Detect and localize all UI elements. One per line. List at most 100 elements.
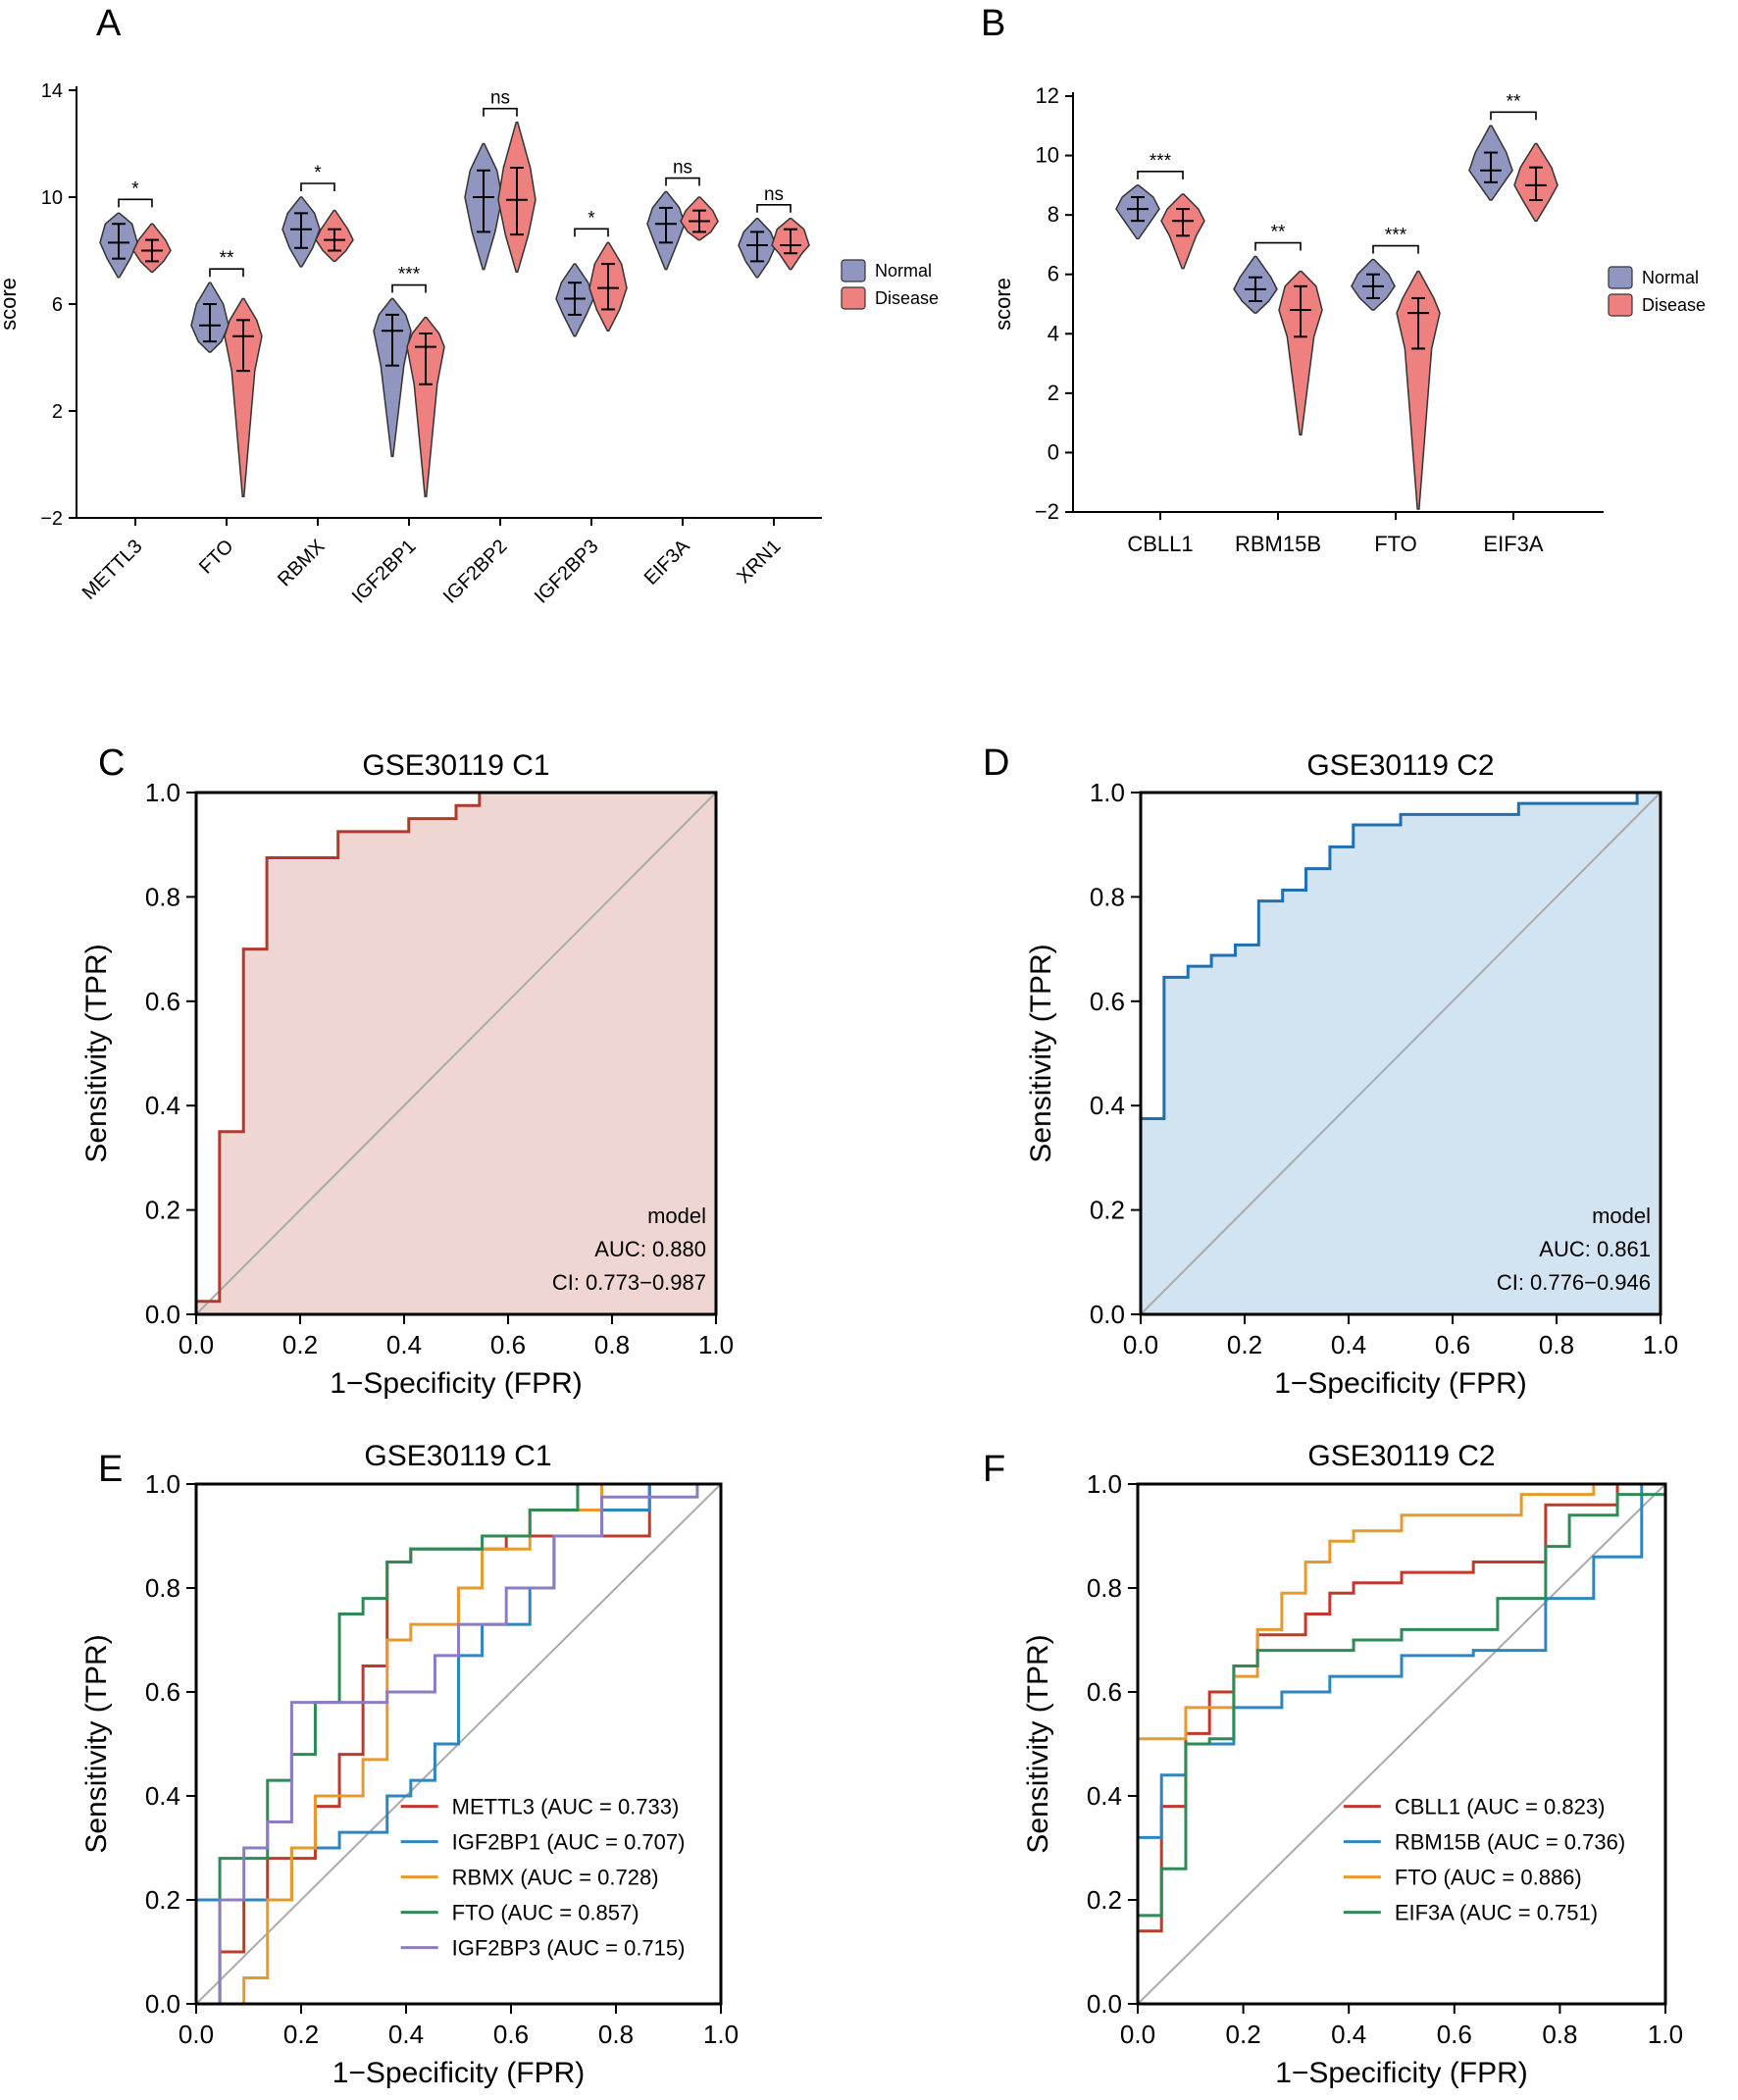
legend-label-normal: Normal [875, 261, 932, 281]
significance-label: *** [398, 265, 421, 285]
significance-label: ** [1271, 223, 1286, 243]
legend-label-rbmx: RBMX (AUC = 0.728) [452, 1866, 659, 1890]
significance-bracket [209, 268, 244, 278]
significance-bracket [300, 182, 335, 191]
y-tick-label: 1.0 [145, 1469, 180, 1499]
x-tick-label: 0.4 [1331, 1330, 1366, 1359]
y-tick-label: 8 [1048, 202, 1059, 227]
x-tick-label: 0.6 [490, 1330, 526, 1359]
reference-diagonal [1140, 792, 1661, 1315]
y-tick-label: 1.0 [1090, 778, 1125, 807]
y-tick-label: −2 [40, 508, 63, 530]
legend-label-fto: FTO (AUC = 0.857) [452, 1901, 639, 1925]
x-tick-label: EIF3A [640, 536, 694, 589]
x-tick-label: 1.0 [698, 1330, 734, 1359]
x-tick-label: 0.6 [1437, 2020, 1472, 2049]
legend-swatch-normal [1608, 266, 1633, 289]
y-tick-label: 0.8 [145, 1573, 180, 1603]
x-tick-label: 0.0 [179, 1330, 214, 1359]
x-tick-label: 1.0 [1643, 1330, 1678, 1359]
y-tick-label: 0.2 [1090, 1196, 1125, 1225]
x-tick-label: 0.8 [594, 1330, 630, 1359]
y-tick-label: 0.6 [1087, 1677, 1122, 1707]
legend-label-disease: Disease [875, 288, 939, 308]
legend-label-normal: Normal [1642, 268, 1699, 287]
y-tick-label: 0.8 [1090, 882, 1125, 911]
x-axis-label: 1−Specificity (FPR) [1274, 1367, 1527, 1400]
significance-bracket [1254, 241, 1302, 251]
violin-disease [1396, 270, 1441, 510]
x-tick-label: FTO [195, 536, 238, 579]
reference-diagonal [195, 792, 717, 1315]
annotation-line: model [1592, 1204, 1651, 1228]
y-tick-label: 0.2 [145, 1196, 180, 1225]
y-tick-label: 0.4 [145, 1781, 180, 1811]
legend-label-disease: Disease [1642, 295, 1706, 315]
y-axis-label: Sensitivity (TPR) [1025, 944, 1057, 1162]
legend-label-fto: FTO (AUC = 0.886) [1395, 1866, 1582, 1890]
violin-panel-b: −2 0 2 4 6 8 10 12 score CBLL1 *** RBM15B ** FTO *** EI… [991, 83, 1706, 556]
panel-label-c: C [98, 743, 125, 784]
significance-bracket [665, 177, 700, 186]
x-tick-label: RBM15B [1235, 532, 1321, 556]
roc-curve-igf2bp3 [196, 1482, 721, 2006]
y-tick-label: 0.0 [1087, 1989, 1122, 2019]
x-tick-label: 0.6 [493, 2020, 529, 2049]
legend-label-cbll1: CBLL1 (AUC = 0.823) [1395, 1795, 1606, 1819]
roc-curve-model [194, 791, 716, 1314]
x-tick-label: 1.0 [1648, 2020, 1683, 2049]
significance-label: *** [1385, 226, 1407, 246]
significance-label: * [314, 163, 322, 183]
chart-title: GSE30119 C1 [362, 749, 549, 782]
x-tick-label: IGF2BP3 [531, 536, 603, 608]
panel-label-b: B [981, 3, 1005, 44]
x-tick-label: 1.0 [703, 2020, 739, 2049]
significance-bracket [483, 107, 518, 117]
y-tick-label: 0.4 [1090, 1091, 1125, 1120]
significance-bracket [118, 198, 153, 208]
chart-title: GSE30119 C1 [364, 1440, 551, 1472]
y-axis-label: Sensitivity (TPR) [1022, 1634, 1054, 1853]
y-tick-label: 0.8 [145, 882, 180, 911]
x-tick-label: 0.2 [283, 2020, 319, 2049]
y-axis-label: Sensitivity (TPR) [80, 1634, 113, 1853]
roc-panel-f: GSE30119 C2 0.0 0.2 0.4 0.6 0.8 1.0 0.0 0.2 0.4 0.… [1022, 1440, 1683, 2089]
roc-panel-d: GSE30119 C2 0.0 0.2 0.4 0.6 0.8 1.0 0.0 0.2 0.4 0.… [1025, 749, 1678, 1400]
x-tick-label: CBLL1 [1127, 532, 1193, 556]
legend-label-rbm15b: RBM15B (AUC = 0.736) [1395, 1830, 1625, 1855]
y-tick-label: 0.0 [145, 1300, 180, 1329]
x-tick-label: 0.2 [1227, 1330, 1262, 1359]
roc-curve-fto [1136, 1482, 1665, 2004]
chart-title: GSE30119 C2 [1306, 749, 1494, 782]
significance-bracket [1490, 111, 1537, 121]
significance-label: * [131, 179, 139, 199]
plot-frame [1139, 791, 1662, 1316]
y-tick-label: 10 [41, 187, 63, 209]
annotation-line: model [647, 1204, 706, 1228]
significance-label: ** [1507, 91, 1521, 112]
x-tick-label: 0.8 [1542, 2020, 1577, 2049]
violin-normal [373, 297, 412, 458]
y-tick-label: 0.6 [145, 987, 180, 1016]
significance-label: ns [490, 88, 510, 109]
y-tick-label: 12 [1036, 83, 1059, 108]
x-tick-label: IGF2BP2 [439, 536, 512, 608]
y-tick-label: 6 [52, 294, 63, 316]
x-tick-label: 0.8 [1539, 1330, 1574, 1359]
x-axis-label: 1−Specificity (FPR) [330, 1367, 583, 1400]
y-tick-label: 2 [52, 401, 63, 423]
violin-disease [406, 316, 445, 497]
plot-frame [194, 1482, 723, 2006]
significance-label: ** [220, 248, 234, 269]
significance-label: *** [1150, 151, 1172, 172]
x-tick-label: 0.2 [1226, 2020, 1261, 2049]
y-tick-label: 0.0 [145, 1989, 180, 2019]
violin-disease [224, 297, 263, 497]
plot-frame [1136, 1482, 1667, 2006]
x-tick-label: FTO [1374, 532, 1417, 556]
legend-label-mettl3: METTL3 (AUC = 0.733) [452, 1795, 680, 1819]
legend-label-eif3a: EIF3A (AUC = 0.751) [1395, 1901, 1598, 1925]
panel-label-a: A [96, 3, 122, 44]
significance-bracket [574, 228, 609, 237]
x-tick-label: 0.8 [598, 2020, 634, 2049]
